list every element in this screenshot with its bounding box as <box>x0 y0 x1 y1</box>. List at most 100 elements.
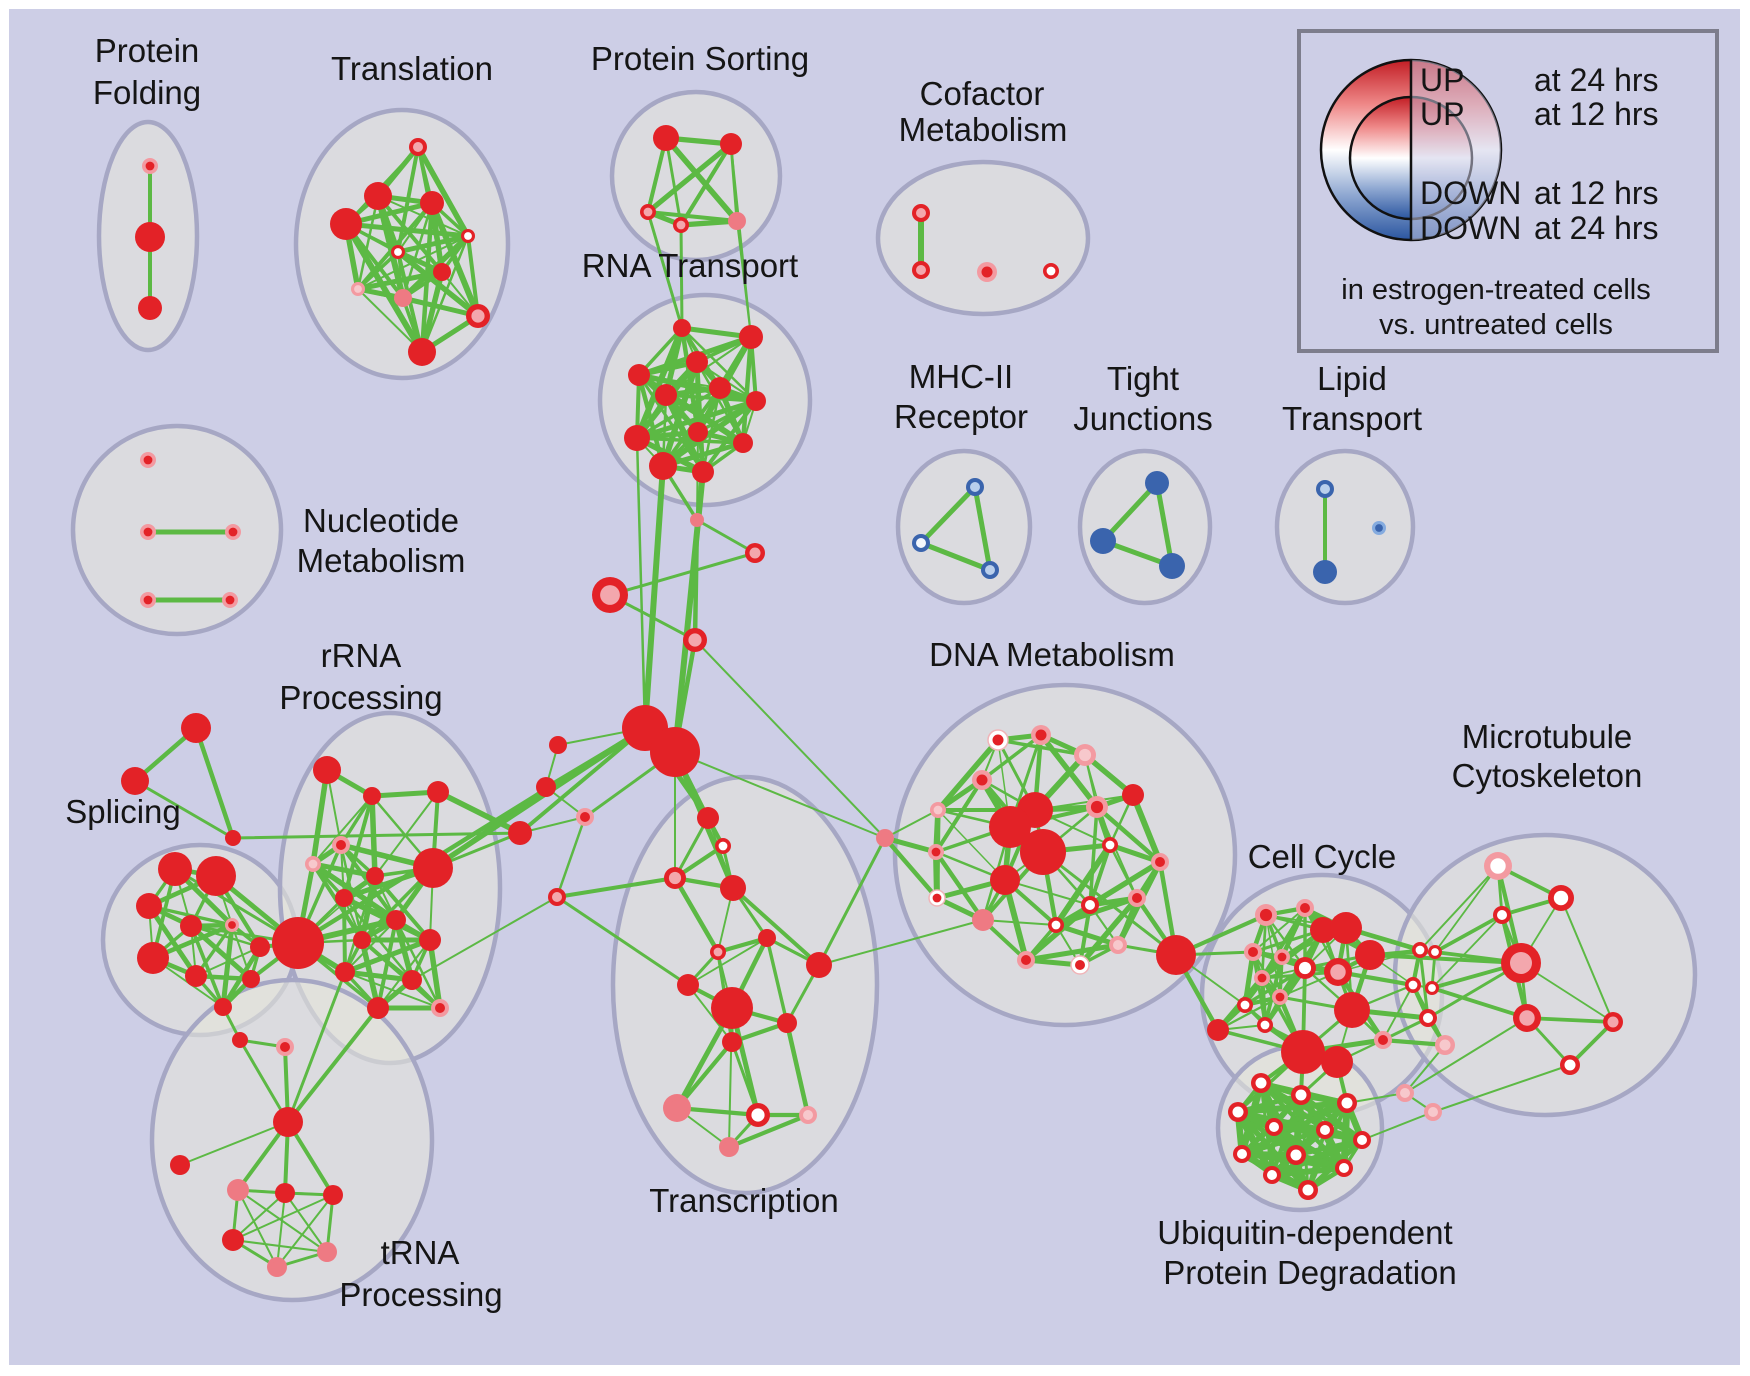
gene-node-center <box>723 1141 735 1153</box>
gene-node-center <box>228 921 236 929</box>
inter-cluster-edge <box>231 831 522 840</box>
gene-node <box>692 461 714 483</box>
gene-node-center <box>1320 484 1330 494</box>
gene-node-center <box>1260 1020 1270 1030</box>
gene-node-center <box>1339 1163 1349 1173</box>
gene-node <box>806 952 832 978</box>
gene-node <box>677 974 699 996</box>
gene-node <box>136 893 162 919</box>
network-edge <box>356 194 380 291</box>
network-edge <box>284 1192 328 1253</box>
cluster-nodes-cc <box>1207 899 1455 1078</box>
network-edge <box>1431 914 1503 989</box>
inter-cluster-edge <box>817 836 887 967</box>
gene-node <box>688 422 708 442</box>
inter-cluster-edge <box>695 518 757 555</box>
cluster-nodes-tr <box>330 138 490 366</box>
network-edge <box>312 795 373 865</box>
gene-node-center <box>933 805 943 815</box>
network-edge <box>1380 1037 1448 1048</box>
network-edge <box>395 233 471 255</box>
gene-node <box>323 1185 343 1205</box>
gene-node <box>242 970 260 988</box>
gene-node-center <box>1295 1089 1307 1101</box>
gene-node-center <box>1519 1010 1535 1026</box>
network-edge <box>427 937 443 1011</box>
gene-node <box>1330 912 1362 944</box>
gene-node <box>420 191 444 215</box>
legend-caption: vs. untreated cells <box>1379 309 1613 341</box>
inter-cluster-edge <box>608 551 757 597</box>
gene-node-center <box>413 142 423 152</box>
gene-node <box>408 338 436 366</box>
gene-node-center <box>985 565 995 575</box>
gene-node-center <box>1439 1039 1451 1051</box>
gene-node-center <box>1553 890 1569 906</box>
gene-node-center <box>931 847 941 857</box>
network-edge <box>1268 1164 1348 1179</box>
gene-node-center <box>271 1261 283 1273</box>
gene-node-center <box>336 840 346 850</box>
network-edge <box>1252 907 1306 953</box>
network-edge <box>1023 942 1121 963</box>
network-edge <box>343 221 425 355</box>
cluster-label-cc: Cell Cycle <box>1248 838 1397 875</box>
gene-node-center <box>981 266 993 278</box>
cluster-label-ub: Protein Degradation <box>1163 1254 1457 1291</box>
gene-node <box>137 942 169 974</box>
gene-node-center <box>435 1003 445 1013</box>
gene-node <box>250 937 270 957</box>
gene-node <box>364 182 392 210</box>
cluster-label-cf: Cofactor <box>920 75 1045 112</box>
cluster-label-pf: Protein <box>95 32 200 69</box>
network-edge <box>634 325 685 441</box>
cluster-label-mt: Cytoskeleton <box>1452 757 1643 794</box>
inter-cluster-edge <box>1404 1017 1528 1094</box>
cluster-nodes-mhc <box>912 478 999 579</box>
cluster-shape-cf <box>875 159 1091 317</box>
gene-node-center <box>354 285 362 293</box>
network-edge <box>415 144 471 239</box>
inter-cluster-edge <box>728 1007 733 1148</box>
network-edge <box>355 269 445 292</box>
gene-node <box>649 452 677 480</box>
gene-node <box>653 125 679 151</box>
gene-node-center <box>1232 1106 1244 1118</box>
gene-node-center <box>145 161 155 171</box>
network-edge <box>1382 984 1414 1041</box>
gene-node-center <box>321 1246 333 1258</box>
gene-node-center <box>1155 857 1165 867</box>
network-edge <box>884 809 939 839</box>
gene-node-center <box>1357 1135 1367 1145</box>
network-edge <box>687 937 768 986</box>
network-edge <box>882 835 940 901</box>
inter-cluster-edge <box>1432 1064 1571 1113</box>
network-edge <box>678 218 740 228</box>
network-edge <box>765 936 789 1025</box>
gene-node-center <box>1046 266 1056 276</box>
gene-node-center <box>751 1108 765 1122</box>
inter-cluster-edge <box>555 895 690 987</box>
network-edge <box>232 1192 286 1241</box>
inter-cluster-edge <box>731 886 821 967</box>
gene-node-center <box>1090 800 1104 814</box>
inter-cluster-edge <box>679 223 684 330</box>
gene-node <box>1281 1030 1325 1074</box>
gene-node-center <box>1075 960 1085 970</box>
gene-node <box>353 931 371 949</box>
gene-node <box>181 713 211 743</box>
network-edge <box>1154 480 1175 569</box>
gene-node <box>1310 917 1336 943</box>
gene-node-center <box>1300 903 1310 913</box>
cluster-nodes-tx <box>548 807 832 1157</box>
gene-node-center <box>803 1110 813 1120</box>
cluster-label-lt: Transport <box>1282 400 1422 437</box>
gene-node <box>366 867 384 885</box>
gene-node <box>363 787 381 805</box>
gene-node-center <box>1035 729 1047 741</box>
gene-node <box>330 208 362 240</box>
gene-node-center <box>398 293 408 303</box>
network-edge <box>972 484 993 573</box>
cluster-label-mhc: MHC-II <box>909 358 1013 395</box>
cluster-label-sp: Splicing <box>65 793 181 830</box>
